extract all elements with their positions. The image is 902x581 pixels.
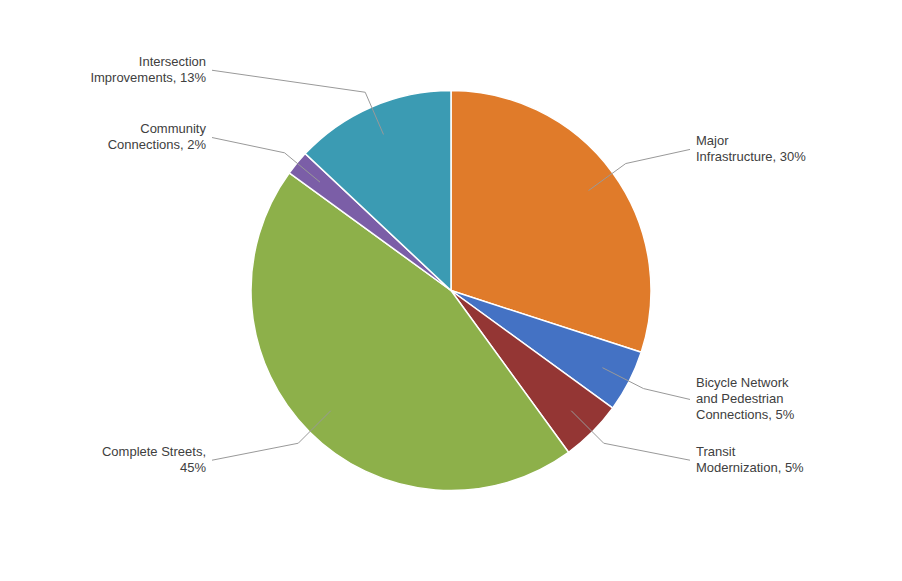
slice-label: MajorInfrastructure, 30% xyxy=(696,133,806,164)
slice-label-line: Connections, 5% xyxy=(696,407,795,422)
leader-line xyxy=(571,411,690,460)
leader-line xyxy=(212,411,331,460)
slice-label-line: Infrastructure, 30% xyxy=(696,149,806,164)
leader-line xyxy=(212,138,320,183)
slice-label-line: Bicycle Network xyxy=(696,375,789,390)
slice-label: Bicycle Networkand PedestrianConnections… xyxy=(696,375,795,422)
slice-label-line: Complete Streets, xyxy=(102,444,206,459)
leader-lines xyxy=(212,70,690,460)
slice-label-line: 45% xyxy=(180,460,206,475)
slice-label: Complete Streets,45% xyxy=(102,444,206,475)
slice-label: CommunityConnections, 2% xyxy=(108,121,207,152)
labels: MajorInfrastructure, 30% Bicycle Networka… xyxy=(90,54,806,475)
slice-label-line: Connections, 2% xyxy=(108,137,207,152)
slice-label-line: Major xyxy=(696,133,729,148)
leader-line xyxy=(589,149,690,190)
pie: MajorInfrastructure, 30% Bicycle Networka… xyxy=(90,54,806,491)
chart-container: MajorInfrastructure, 30% Bicycle Networka… xyxy=(0,0,902,581)
slice-label-line: Transit xyxy=(696,444,736,459)
slice-label-line: Intersection xyxy=(139,54,206,69)
slice xyxy=(305,91,451,291)
slice-label: IntersectionImprovements, 13% xyxy=(90,54,206,85)
slice-label: TransitModernization, 5% xyxy=(696,444,804,475)
slice-label-line: Improvements, 13% xyxy=(90,70,206,85)
slice-label-line: and Pedestrian xyxy=(696,391,783,406)
leader-line xyxy=(212,70,383,134)
chart: MajorInfrastructure, 30% Bicycle Networka… xyxy=(0,0,902,581)
slice-label-line: Community xyxy=(140,121,206,136)
slice-label-line: Modernization, 5% xyxy=(696,460,804,475)
leader-line xyxy=(602,368,690,400)
